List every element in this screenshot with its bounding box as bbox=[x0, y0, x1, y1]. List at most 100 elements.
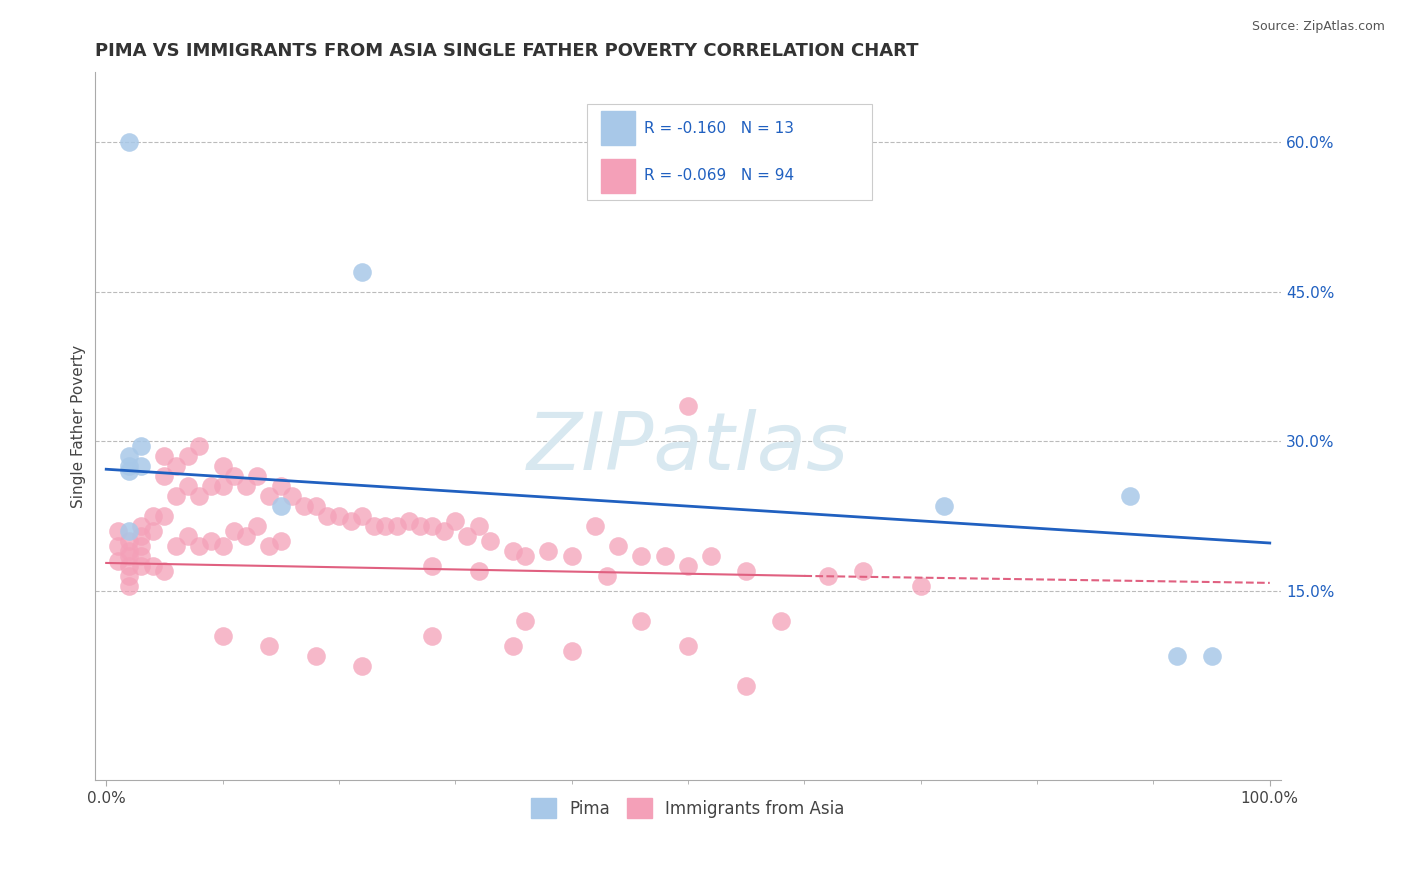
Point bbox=[153, 509, 176, 524]
Point bbox=[118, 524, 141, 538]
Point bbox=[129, 558, 152, 573]
Point bbox=[398, 514, 420, 528]
Point bbox=[502, 639, 524, 653]
Point bbox=[257, 489, 280, 503]
Point bbox=[513, 614, 536, 628]
Text: R = -0.069   N = 94: R = -0.069 N = 94 bbox=[644, 169, 794, 184]
Point bbox=[654, 549, 676, 563]
Point bbox=[176, 529, 198, 543]
Point bbox=[281, 489, 304, 503]
Point bbox=[211, 629, 233, 643]
Point bbox=[328, 509, 350, 524]
Point bbox=[118, 569, 141, 583]
Point bbox=[107, 554, 129, 568]
Point bbox=[676, 400, 699, 414]
Point bbox=[118, 464, 141, 478]
Point bbox=[456, 529, 478, 543]
Point bbox=[420, 629, 443, 643]
Point bbox=[176, 479, 198, 493]
Point bbox=[409, 519, 432, 533]
Point bbox=[118, 450, 141, 464]
Y-axis label: Single Father Poverty: Single Father Poverty bbox=[72, 345, 86, 508]
Point bbox=[352, 509, 374, 524]
Point bbox=[188, 489, 211, 503]
Point bbox=[211, 459, 233, 474]
Point bbox=[1166, 648, 1188, 663]
Point bbox=[363, 519, 385, 533]
Point bbox=[129, 539, 152, 553]
Point bbox=[735, 679, 758, 693]
Point bbox=[1201, 648, 1223, 663]
Point bbox=[165, 489, 187, 503]
Point bbox=[142, 509, 165, 524]
Point bbox=[211, 539, 233, 553]
FancyBboxPatch shape bbox=[588, 104, 872, 200]
Point bbox=[735, 564, 758, 578]
Point bbox=[153, 564, 176, 578]
Point bbox=[561, 549, 583, 563]
Point bbox=[433, 524, 456, 538]
Point bbox=[246, 519, 269, 533]
Point bbox=[257, 639, 280, 653]
Point bbox=[537, 544, 560, 558]
Point bbox=[374, 519, 396, 533]
Point bbox=[235, 479, 257, 493]
Point bbox=[305, 648, 328, 663]
Point bbox=[770, 614, 793, 628]
Legend: Pima, Immigrants from Asia: Pima, Immigrants from Asia bbox=[524, 791, 852, 825]
Point bbox=[467, 564, 489, 578]
Point bbox=[479, 534, 502, 549]
Point bbox=[118, 558, 141, 573]
Point bbox=[257, 539, 280, 553]
Point bbox=[352, 265, 374, 279]
Point bbox=[165, 459, 187, 474]
Point bbox=[129, 549, 152, 563]
Text: ZIPatlas: ZIPatlas bbox=[527, 409, 849, 487]
Point bbox=[188, 439, 211, 453]
Point bbox=[153, 469, 176, 483]
Text: R = -0.160   N = 13: R = -0.160 N = 13 bbox=[644, 120, 794, 136]
Point bbox=[142, 558, 165, 573]
Point bbox=[235, 529, 257, 543]
Point bbox=[932, 499, 955, 513]
Point bbox=[118, 534, 141, 549]
Point bbox=[107, 539, 129, 553]
Point bbox=[676, 558, 699, 573]
Point bbox=[129, 459, 152, 474]
Point bbox=[817, 569, 839, 583]
Point bbox=[583, 519, 606, 533]
Point bbox=[188, 539, 211, 553]
Point bbox=[339, 514, 361, 528]
Point bbox=[316, 509, 339, 524]
Point bbox=[107, 524, 129, 538]
Point bbox=[513, 549, 536, 563]
Point bbox=[420, 558, 443, 573]
Point bbox=[246, 469, 269, 483]
Point bbox=[118, 459, 141, 474]
Point bbox=[153, 450, 176, 464]
Text: Source: ZipAtlas.com: Source: ZipAtlas.com bbox=[1251, 20, 1385, 33]
Point bbox=[165, 539, 187, 553]
Point bbox=[561, 643, 583, 657]
Point bbox=[118, 549, 141, 563]
Point bbox=[118, 135, 141, 149]
Point bbox=[630, 614, 652, 628]
Point bbox=[211, 479, 233, 493]
Point bbox=[595, 569, 617, 583]
Point bbox=[176, 450, 198, 464]
Point bbox=[444, 514, 467, 528]
Text: PIMA VS IMMIGRANTS FROM ASIA SINGLE FATHER POVERTY CORRELATION CHART: PIMA VS IMMIGRANTS FROM ASIA SINGLE FATH… bbox=[94, 42, 918, 60]
Point bbox=[129, 439, 152, 453]
Point bbox=[118, 579, 141, 593]
Point bbox=[118, 544, 141, 558]
Point bbox=[385, 519, 408, 533]
Point bbox=[607, 539, 630, 553]
Point bbox=[420, 519, 443, 533]
Point bbox=[630, 549, 652, 563]
Point bbox=[224, 469, 246, 483]
Point bbox=[910, 579, 932, 593]
Bar bbox=[602, 159, 634, 193]
Point bbox=[700, 549, 723, 563]
Point bbox=[200, 479, 222, 493]
Point bbox=[1119, 489, 1142, 503]
